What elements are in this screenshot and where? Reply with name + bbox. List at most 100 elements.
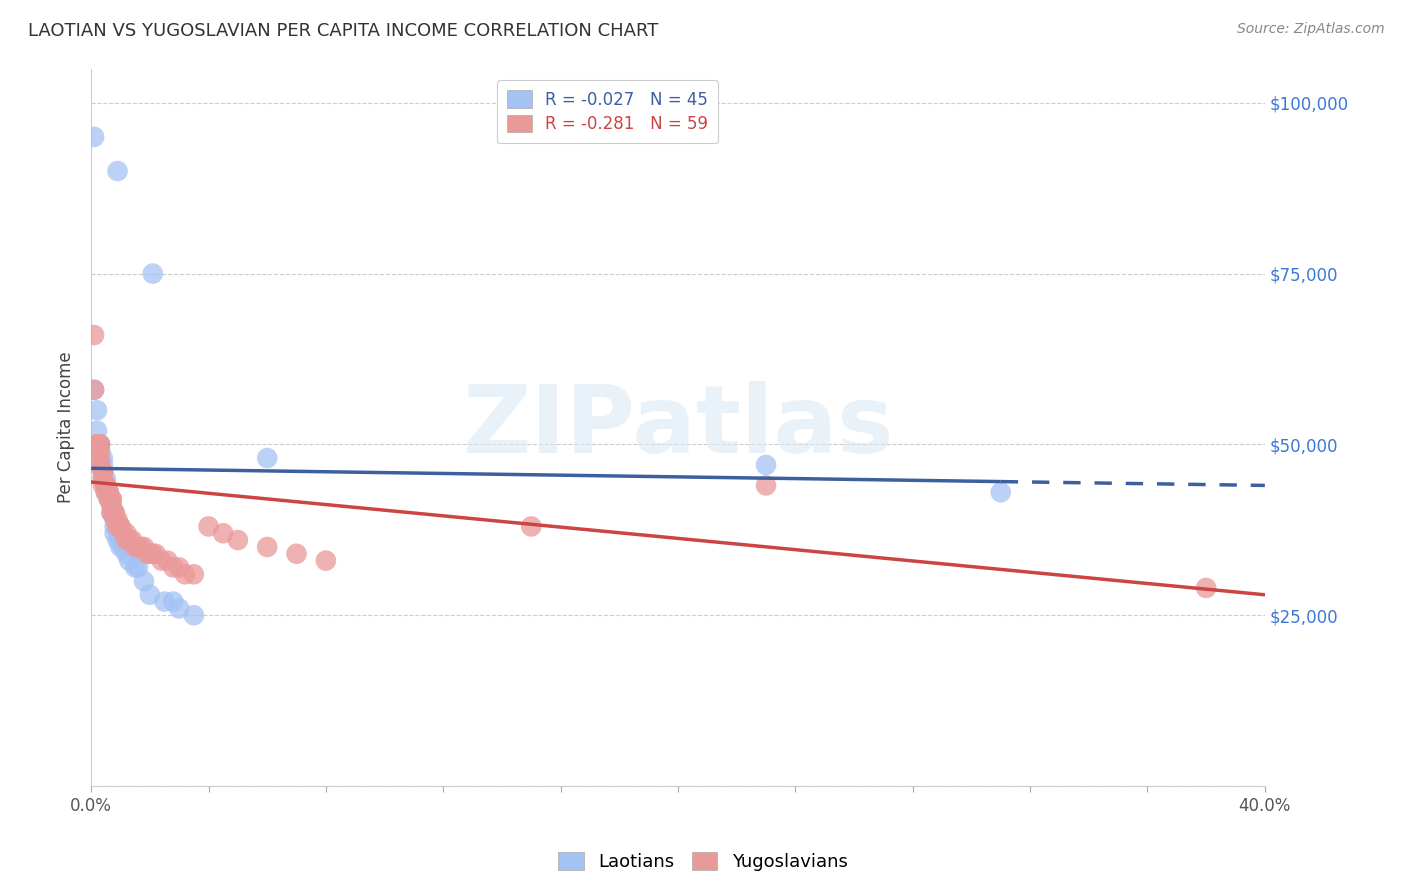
Point	[97, 485, 120, 500]
Point	[520, 519, 543, 533]
Point	[91, 472, 114, 486]
Point	[94, 478, 117, 492]
Point	[100, 506, 122, 520]
Point	[110, 533, 132, 547]
Point	[110, 519, 132, 533]
Point	[94, 478, 117, 492]
Point	[89, 437, 111, 451]
Point	[89, 437, 111, 451]
Point	[104, 506, 127, 520]
Text: ZIPatlas: ZIPatlas	[463, 382, 894, 474]
Point	[183, 567, 205, 582]
Point	[97, 492, 120, 507]
Point	[89, 437, 111, 451]
Point	[256, 451, 278, 466]
Point	[89, 451, 111, 466]
Point	[183, 608, 205, 623]
Point	[107, 164, 129, 178]
Point	[94, 485, 117, 500]
Point	[132, 540, 155, 554]
Point	[89, 458, 111, 472]
Point	[129, 540, 152, 554]
Point	[83, 383, 105, 397]
Point	[118, 533, 141, 547]
Point	[104, 506, 127, 520]
Point	[162, 560, 184, 574]
Point	[97, 485, 120, 500]
Point	[97, 485, 120, 500]
Point	[86, 424, 108, 438]
Point	[91, 458, 114, 472]
Point	[110, 540, 132, 554]
Point	[755, 478, 778, 492]
Point	[91, 465, 114, 479]
Point	[174, 567, 197, 582]
Point	[145, 547, 167, 561]
Point	[990, 485, 1012, 500]
Point	[121, 533, 143, 547]
Text: Source: ZipAtlas.com: Source: ZipAtlas.com	[1237, 22, 1385, 37]
Point	[285, 547, 308, 561]
Text: LAOTIAN VS YUGOSLAVIAN PER CAPITA INCOME CORRELATION CHART: LAOTIAN VS YUGOSLAVIAN PER CAPITA INCOME…	[28, 22, 658, 40]
Point	[150, 553, 173, 567]
Point	[100, 506, 122, 520]
Point	[112, 526, 135, 541]
Point	[86, 437, 108, 451]
Point	[86, 437, 108, 451]
Point	[124, 560, 146, 574]
Point	[100, 492, 122, 507]
Point	[115, 547, 138, 561]
Point	[212, 526, 235, 541]
Point	[89, 451, 111, 466]
Point	[162, 594, 184, 608]
Y-axis label: Per Capita Income: Per Capita Income	[58, 351, 75, 503]
Point	[89, 444, 111, 458]
Point	[91, 465, 114, 479]
Point	[1195, 581, 1218, 595]
Point	[127, 560, 149, 574]
Point	[91, 478, 114, 492]
Point	[100, 492, 122, 507]
Point	[100, 499, 122, 513]
Point	[118, 553, 141, 567]
Point	[156, 553, 179, 567]
Point	[315, 553, 337, 567]
Point	[86, 437, 108, 451]
Point	[83, 129, 105, 144]
Point	[153, 594, 176, 608]
Point	[94, 478, 117, 492]
Point	[107, 513, 129, 527]
Point	[256, 540, 278, 554]
Point	[86, 451, 108, 466]
Point	[112, 540, 135, 554]
Point	[167, 601, 190, 615]
Point	[91, 451, 114, 466]
Point	[139, 547, 162, 561]
Point	[135, 547, 157, 561]
Point	[197, 519, 219, 533]
Point	[86, 437, 108, 451]
Point	[167, 560, 190, 574]
Point	[100, 506, 122, 520]
Point	[83, 383, 105, 397]
Point	[94, 485, 117, 500]
Point	[124, 540, 146, 554]
Point	[91, 465, 114, 479]
Point	[89, 437, 111, 451]
Point	[139, 588, 162, 602]
Point	[104, 526, 127, 541]
Point	[226, 533, 249, 547]
Point	[83, 328, 105, 343]
Point	[127, 540, 149, 554]
Point	[107, 533, 129, 547]
Point	[104, 513, 127, 527]
Point	[86, 403, 108, 417]
Point	[104, 519, 127, 533]
Legend: Laotians, Yugoslavians: Laotians, Yugoslavians	[551, 845, 855, 879]
Point	[755, 458, 778, 472]
Point	[89, 444, 111, 458]
Point	[94, 472, 117, 486]
Point	[142, 267, 165, 281]
Point	[94, 478, 117, 492]
Point	[142, 547, 165, 561]
